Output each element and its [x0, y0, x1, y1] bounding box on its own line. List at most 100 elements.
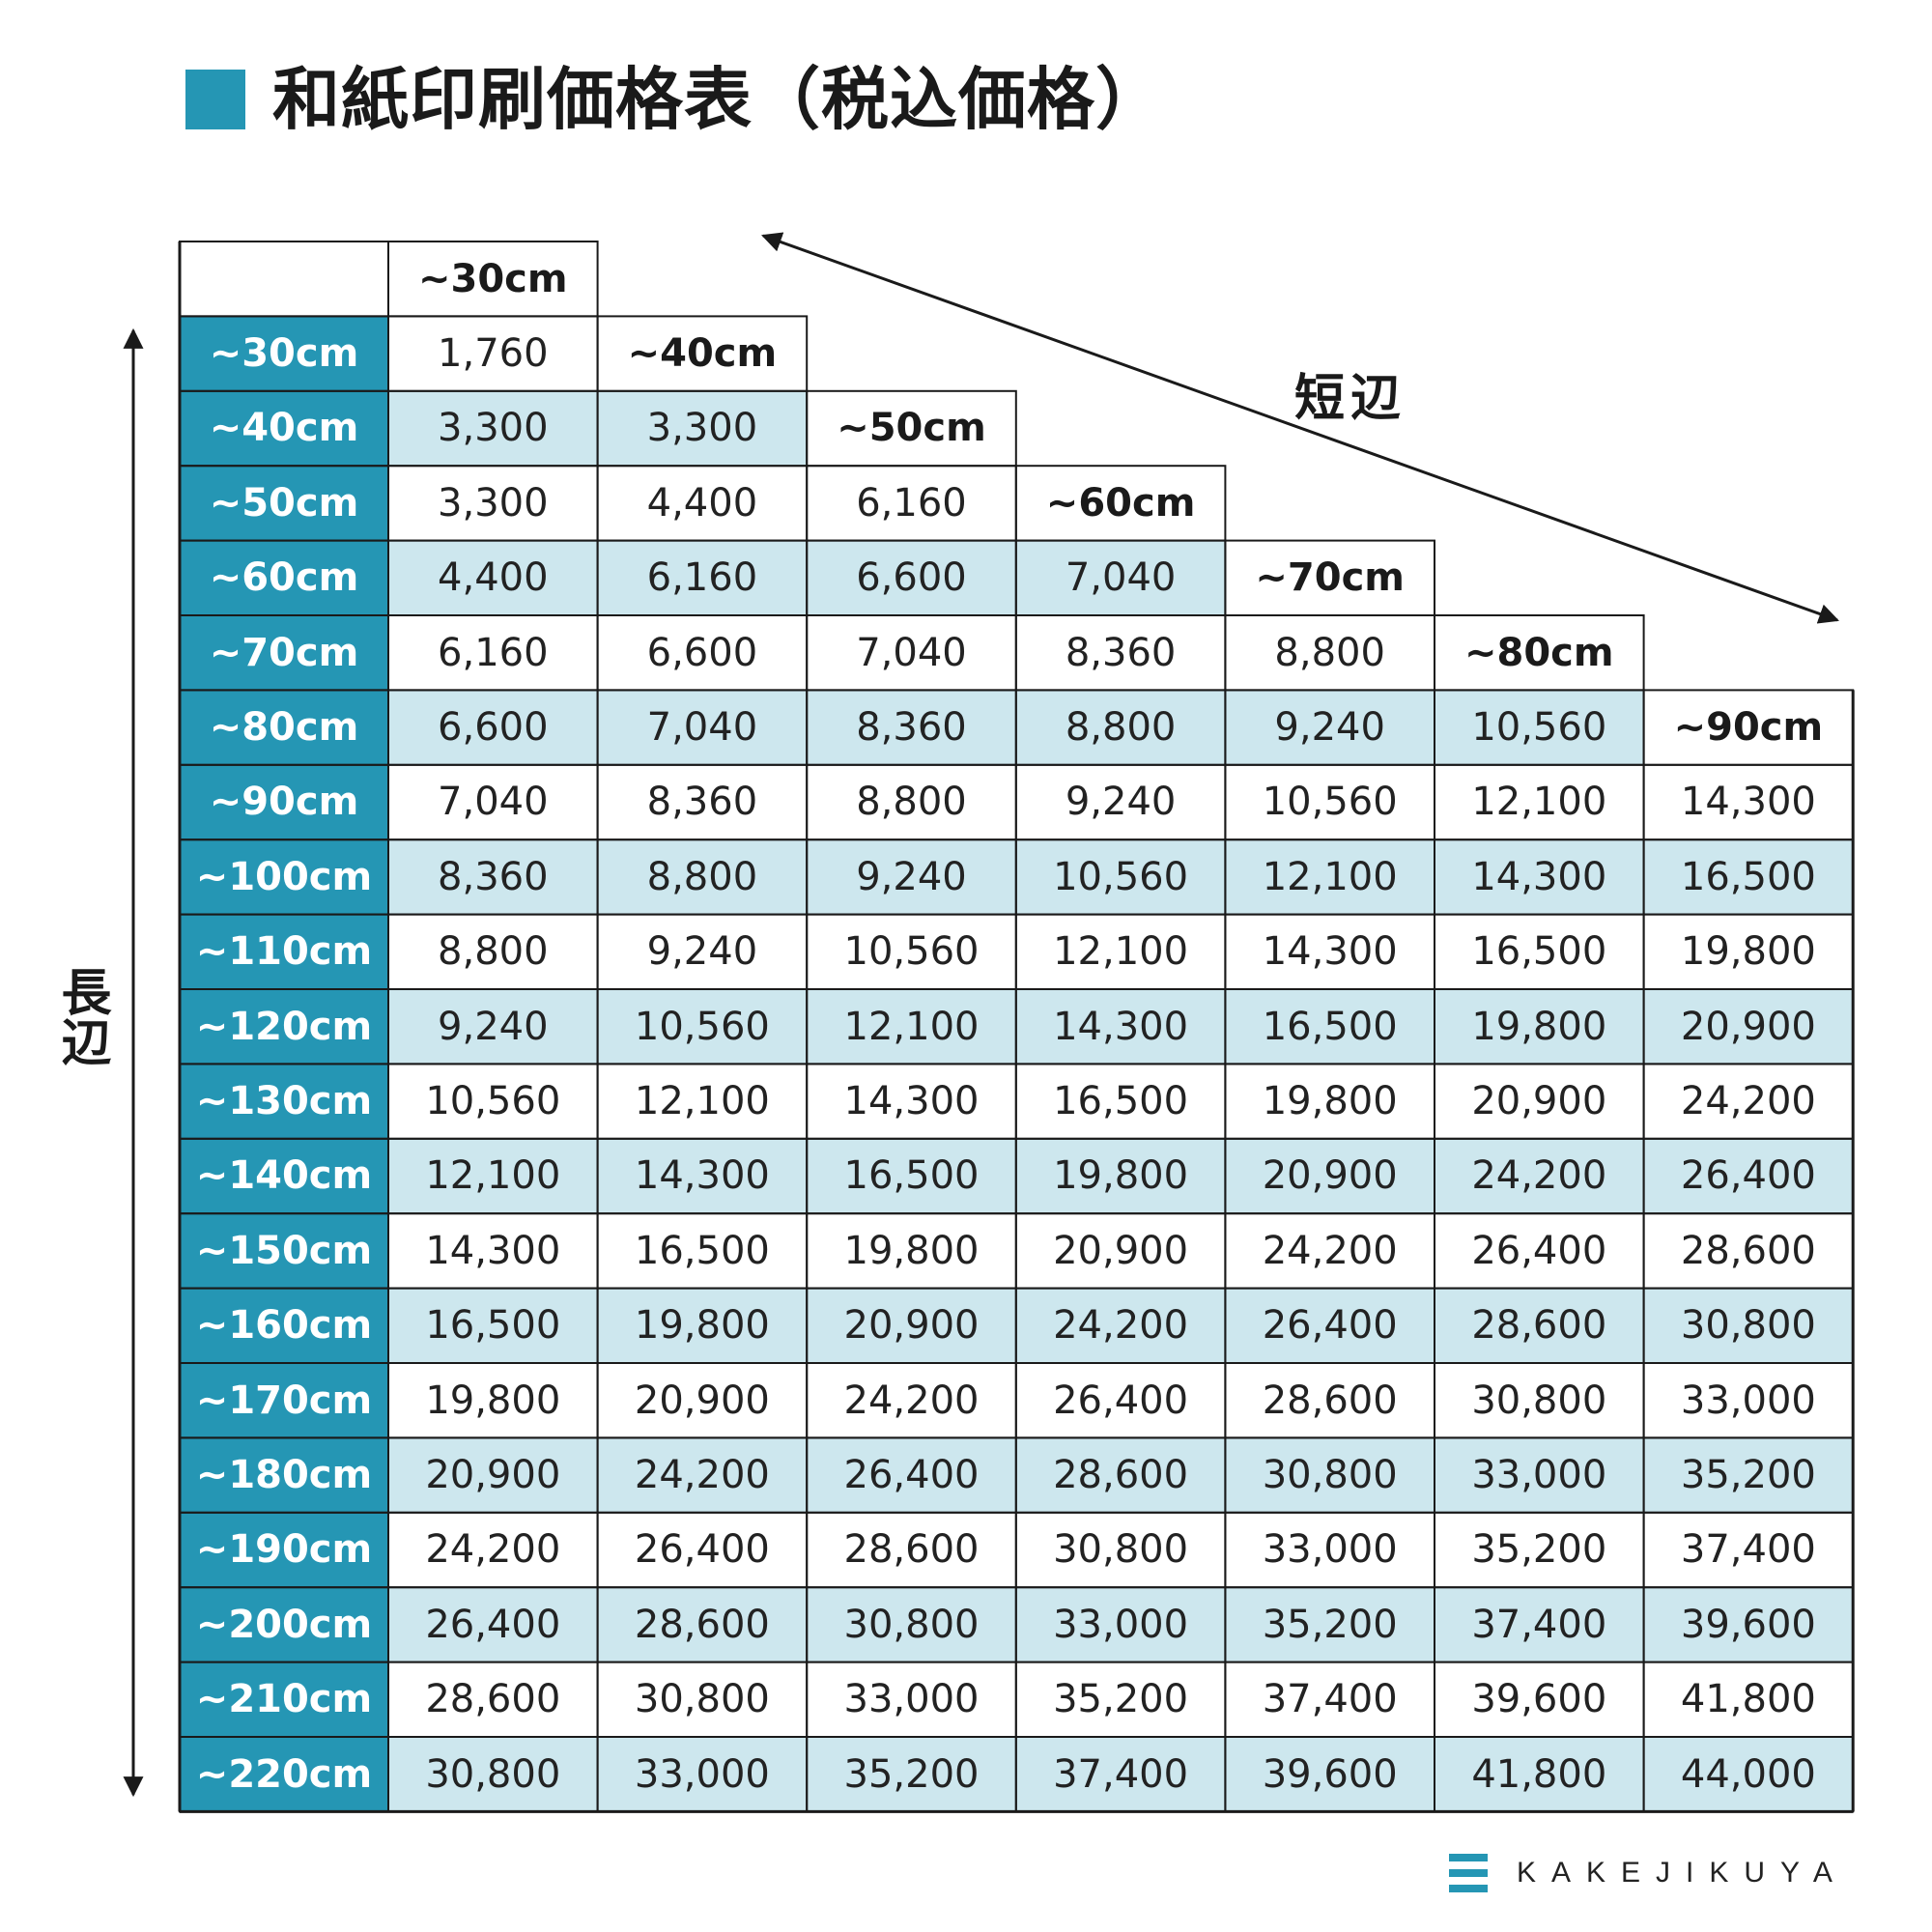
price-cell: 14,300 — [1225, 914, 1435, 989]
price-cell: 30,800 — [1225, 1437, 1435, 1513]
row-header: ~60cm — [180, 540, 388, 615]
price-cell: 9,240 — [1015, 764, 1226, 840]
price-cell: 30,800 — [1643, 1288, 1854, 1363]
price-cell: 30,800 — [807, 1587, 1016, 1662]
price-cell: 8,360 — [1015, 615, 1226, 691]
column-header: ~30cm — [388, 242, 598, 317]
price-cell: 10,560 — [388, 1064, 598, 1139]
price-cell: 26,400 — [1643, 1138, 1854, 1214]
price-cell: 33,000 — [1435, 1437, 1644, 1513]
price-cell: 20,900 — [388, 1437, 598, 1513]
price-cell: 6,160 — [388, 615, 598, 691]
price-cell: 35,200 — [807, 1737, 1016, 1812]
price-cell: 37,400 — [1015, 1737, 1226, 1812]
price-cell: 14,300 — [388, 1213, 598, 1289]
row-header: ~190cm — [180, 1512, 388, 1588]
price-cell: 35,200 — [1015, 1662, 1226, 1737]
price-cell: 10,560 — [1015, 839, 1226, 915]
price-cell: 19,800 — [597, 1288, 808, 1363]
row-header: ~100cm — [180, 839, 388, 915]
price-cell: 16,500 — [1643, 839, 1854, 915]
price-cell: 26,400 — [807, 1437, 1016, 1513]
price-cell: 33,000 — [1015, 1587, 1226, 1662]
price-cell: 10,560 — [807, 914, 1016, 989]
price-cell: 16,500 — [1435, 914, 1644, 989]
row-header: ~110cm — [180, 914, 388, 989]
column-header: ~80cm — [1435, 615, 1644, 691]
price-cell: 33,000 — [1225, 1512, 1435, 1588]
price-cell: 28,600 — [597, 1587, 808, 1662]
row-header: ~140cm — [180, 1138, 388, 1214]
price-cell: 8,800 — [597, 839, 808, 915]
price-cell: 33,000 — [597, 1737, 808, 1812]
row-header: ~180cm — [180, 1437, 388, 1513]
price-cell: 6,600 — [597, 615, 808, 691]
row-header: ~40cm — [180, 390, 388, 467]
price-cell: 37,400 — [1643, 1512, 1854, 1588]
row-header: ~90cm — [180, 764, 388, 840]
price-cell: 9,240 — [388, 989, 598, 1065]
price-cell: 19,800 — [807, 1213, 1016, 1289]
price-cell: 37,400 — [1225, 1662, 1435, 1737]
price-cell: 8,800 — [388, 914, 598, 989]
price-cell: 26,400 — [1435, 1213, 1644, 1289]
row-header: ~220cm — [180, 1737, 388, 1812]
price-cell: 30,800 — [388, 1737, 598, 1812]
price-cell: 26,400 — [1015, 1363, 1226, 1438]
price-cell: 39,600 — [1435, 1662, 1644, 1737]
price-cell: 41,800 — [1643, 1662, 1854, 1737]
row-header: ~170cm — [180, 1363, 388, 1438]
price-cell: 24,200 — [597, 1437, 808, 1513]
price-cell: 20,900 — [1435, 1064, 1644, 1139]
price-cell: 26,400 — [388, 1587, 598, 1662]
price-cell: 35,200 — [1435, 1512, 1644, 1588]
price-cell: 19,800 — [1643, 914, 1854, 989]
price-cell: 28,600 — [388, 1662, 598, 1737]
table-corner — [180, 242, 388, 317]
price-cell: 8,800 — [1015, 690, 1226, 765]
price-cell: 16,500 — [807, 1138, 1016, 1214]
price-cell: 19,800 — [1225, 1064, 1435, 1139]
price-cell: 10,560 — [1225, 764, 1435, 840]
brand-footer: KAKEJIKUYA — [1449, 1853, 1848, 1893]
price-cell: 14,300 — [597, 1138, 808, 1214]
title-marker-icon — [185, 70, 245, 129]
price-cell: 9,240 — [807, 839, 1016, 915]
price-cell: 7,040 — [807, 615, 1016, 691]
short-side-arrow-icon — [761, 232, 1839, 624]
price-cell: 12,100 — [597, 1064, 808, 1139]
price-cell: 14,300 — [1643, 764, 1854, 840]
price-cell: 16,500 — [1225, 989, 1435, 1065]
price-cell: 12,100 — [1015, 914, 1226, 989]
price-cell: 8,360 — [388, 839, 598, 915]
price-cell: 8,800 — [807, 764, 1016, 840]
row-header: ~120cm — [180, 989, 388, 1065]
price-cell: 8,800 — [1225, 615, 1435, 691]
price-cell: 3,300 — [388, 390, 598, 467]
price-cell: 26,400 — [597, 1512, 808, 1588]
price-cell: 28,600 — [1015, 1437, 1226, 1513]
price-cell: 30,800 — [1435, 1363, 1644, 1438]
price-cell: 16,500 — [597, 1213, 808, 1289]
price-cell: 28,600 — [807, 1512, 1016, 1588]
row-header: ~50cm — [180, 466, 388, 541]
row-header: ~160cm — [180, 1288, 388, 1363]
row-header: ~130cm — [180, 1064, 388, 1139]
price-cell: 24,200 — [388, 1512, 598, 1588]
price-cell: 12,100 — [388, 1138, 598, 1214]
price-cell: 26,400 — [1225, 1288, 1435, 1363]
price-cell: 35,200 — [1643, 1437, 1854, 1513]
price-cell: 7,040 — [388, 764, 598, 840]
price-cell: 30,800 — [597, 1662, 808, 1737]
price-cell: 9,240 — [597, 914, 808, 989]
short-side-label: 短辺 — [1294, 370, 1407, 428]
price-cell: 33,000 — [807, 1662, 1016, 1737]
price-cell: 19,800 — [1435, 989, 1644, 1065]
price-cell: 20,900 — [1015, 1213, 1226, 1289]
price-cell: 24,200 — [1225, 1213, 1435, 1289]
price-cell: 24,200 — [1643, 1064, 1854, 1139]
long-side-label: 長辺 — [52, 966, 110, 1066]
price-cell: 1,760 — [388, 316, 598, 391]
three-bars-icon — [1449, 1854, 1488, 1892]
price-cell: 12,100 — [1435, 764, 1644, 840]
